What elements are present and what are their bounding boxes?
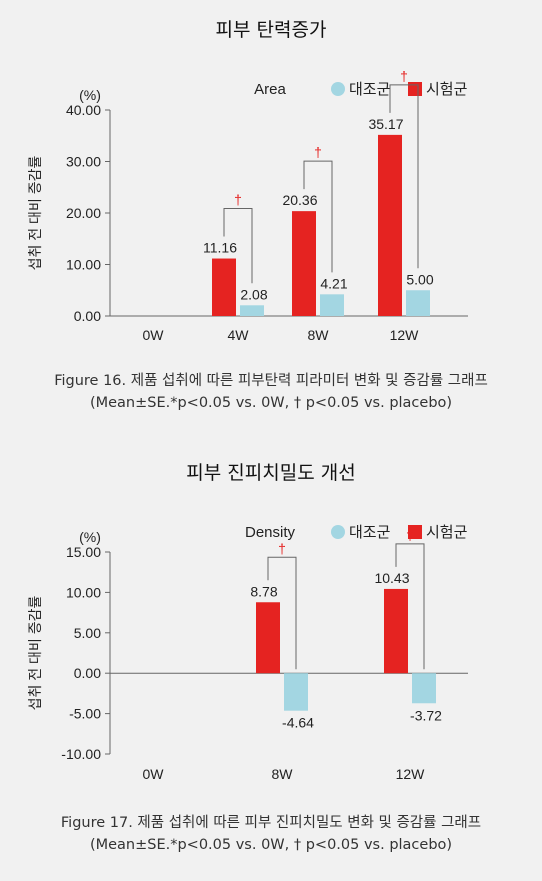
undefined-significance-bracket: [267, 556, 297, 670]
chart1-caption-line1: Figure 16. 제품 섭취에 따른 피부탄력 피라미터 변화 및 증감률 …: [54, 373, 488, 389]
undefined-bar-test: [212, 258, 236, 316]
undefined-significance-marker: †: [314, 144, 322, 160]
undefined-y-tick-label: 40.00: [66, 102, 101, 118]
undefined-bar-test: [384, 588, 408, 674]
chart2-plot: (%) 섭취 전 대비 증감률 15.00 10.00 5.00 0.00 -5.00 -10…: [27, 524, 468, 782]
undefined-x-tick-label: 0W: [143, 327, 165, 343]
chart1-title: 피부 탄력증가: [215, 19, 327, 41]
undefined-y-tick-label: -10.00: [61, 746, 101, 762]
undefined-y-tick-label: 0.00: [74, 665, 101, 681]
undefined-bar-test: [256, 602, 280, 674]
undefined-legend-test-swatch: [408, 525, 422, 539]
undefined-label-control: -3.72: [410, 707, 442, 723]
undefined-bar-control: [284, 673, 308, 711]
undefined-label-control: 2.08: [240, 286, 267, 302]
undefined-y-tick-label: 20.00: [66, 205, 101, 221]
undefined-bar-control: [412, 673, 436, 704]
undefined-bar-test: [378, 134, 402, 316]
undefined-legend-control-label: 대조군: [349, 81, 391, 98]
undefined-bar-control: [406, 290, 430, 316]
undefined-x-tick-label: 8W: [272, 766, 294, 782]
undefined-x-tick-label: 12W: [396, 766, 426, 782]
undefined-significance-marker: †: [278, 540, 286, 556]
undefined-y-tick-label: 10.00: [66, 257, 101, 273]
undefined-x-tick-label: 12W: [390, 327, 420, 343]
undefined-significance-marker: †: [234, 192, 242, 208]
undefined-legend-test-label: 시험군: [426, 81, 468, 98]
undefined-label-test: 10.43: [374, 570, 409, 586]
chart1-caption-line2: (Mean±SE.*p<0.05 vs. 0W, † p<0.05 vs. pl…: [89, 395, 453, 411]
chart2-title: 피부 진피치밀도 개선: [186, 462, 356, 484]
undefined-y-tick-label: -5.00: [69, 706, 101, 722]
undefined-significance-bracket: [223, 208, 253, 284]
undefined-legend-test-label: 시험군: [426, 524, 468, 541]
undefined-significance-bracket: [395, 543, 425, 670]
chart2-caption-line2: (Mean±SE.*p<0.05 vs. 0W, † p<0.05 vs. pl…: [89, 837, 453, 853]
undefined-legend-metric: Density: [245, 524, 296, 541]
undefined-bar-control: [240, 305, 264, 316]
undefined-legend-metric: Area: [254, 81, 286, 98]
undefined-y-tick-label: 0.00: [74, 308, 101, 324]
undefined-ylabel: 섭취 전 대비 증감률: [27, 596, 43, 711]
undefined-bar-test: [292, 211, 316, 316]
undefined-y-tick-label: 5.00: [74, 625, 101, 641]
undefined-bar-control: [320, 294, 344, 316]
undefined-legend-control-swatch: [331, 82, 345, 96]
undefined-legend-test-swatch: [408, 82, 422, 96]
undefined-label-test: 20.36: [282, 192, 317, 208]
undefined-significance-bracket: [303, 160, 333, 273]
undefined-label-control: -4.64: [282, 715, 314, 731]
undefined-significance-marker: †: [400, 70, 408, 84]
undefined-legend-control-swatch: [331, 525, 345, 539]
undefined-ylabel: 섭취 전 대비 증감률: [27, 156, 43, 271]
undefined-y-tick-label: 30.00: [66, 154, 101, 170]
undefined-label-control: 4.21: [320, 275, 347, 291]
undefined-x-tick-label: 4W: [228, 327, 250, 343]
undefined-label-control: 5.00: [406, 271, 433, 287]
undefined-x-tick-label: 8W: [308, 327, 330, 343]
undefined-unit-label: (%): [79, 529, 101, 545]
undefined-x-tick-label: 0W: [143, 766, 165, 782]
undefined-label-test: 11.16: [203, 240, 237, 256]
undefined-y-tick-label: 15.00: [66, 544, 101, 560]
undefined-legend-control-label: 대조군: [349, 524, 391, 541]
chart1-caption: Figure 16. 제품 섭취에 따른 피부탄력 피라미터 변화 및 증감률 …: [0, 370, 542, 414]
undefined-significance-marker: †: [406, 527, 414, 543]
undefined-significance-bracket: [389, 84, 419, 269]
chart1-plot: (%) 섭취 전 대비 증감률 40.00 30.00 20.00 10.00 0.00 Ar…: [27, 70, 468, 343]
chart2-caption-line1: Figure 17. 제품 섭취에 따른 피부 진피치밀도 변화 및 증감률 그…: [60, 815, 482, 831]
undefined-unit-label: (%): [79, 87, 101, 103]
chart2-caption: Figure 17. 제품 섭취에 따른 피부 진피치밀도 변화 및 증감률 그…: [0, 812, 542, 856]
undefined-label-test: 8.78: [250, 583, 277, 599]
undefined-label-test: 35.17: [368, 116, 403, 132]
undefined-y-tick-label: 10.00: [66, 584, 101, 600]
